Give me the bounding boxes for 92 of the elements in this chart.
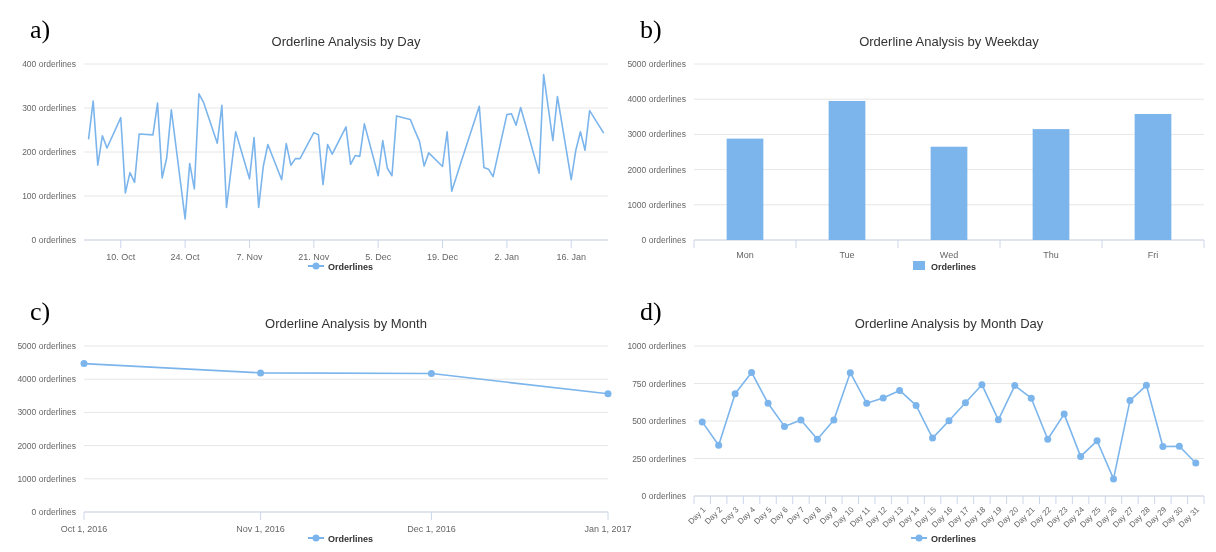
- x-tick-label: 10. Oct: [106, 252, 136, 262]
- y-tick-label: 250 orderlines: [632, 453, 686, 464]
- point: [1110, 475, 1118, 483]
- point: [929, 434, 937, 442]
- point: [912, 401, 920, 409]
- y-tick-label: 5000 orderlines: [627, 59, 686, 69]
- point: [1159, 443, 1167, 450]
- bar: [1134, 113, 1172, 240]
- text: d): [640, 297, 662, 326]
- chart-title: Orderline Analysis by Month Day: [854, 316, 1044, 331]
- point: [604, 390, 612, 398]
- text: b): [640, 15, 662, 44]
- legend-label: Orderlines: [328, 534, 374, 544]
- x-tick-label: Mon: [736, 250, 754, 260]
- point: [863, 399, 871, 407]
- point: [257, 369, 265, 377]
- point: [879, 394, 887, 402]
- point: [1093, 437, 1101, 445]
- text: c): [30, 297, 51, 326]
- point: [945, 417, 953, 425]
- point: [978, 381, 986, 389]
- point: [813, 435, 821, 443]
- chart-title: Orderline Analysis by Day: [271, 34, 421, 49]
- y-tick-label: 1000 orderlines: [627, 199, 686, 210]
- y-tick-label: 4000 orderlines: [17, 374, 76, 385]
- point: [80, 360, 88, 368]
- line-series: [87, 73, 605, 220]
- x-tick-label: 21. Nov: [298, 252, 330, 262]
- y-tick-label: 3000 orderlines: [627, 129, 686, 140]
- x-tick-label: 19. Dec: [427, 252, 459, 262]
- y-tick-label: 5000 orderlines: [17, 341, 76, 351]
- x-tick-label: 16. Jan: [556, 252, 586, 262]
- x-tick-label: Jan 1, 2017: [584, 524, 632, 534]
- point: [1192, 459, 1200, 467]
- point: [1077, 452, 1085, 460]
- x-tick-label: Dec 1, 2016: [407, 524, 456, 534]
- legend-label: Orderlines: [931, 262, 977, 272]
- point: [748, 368, 756, 376]
- chart-title: Orderline Analysis by Weekday: [859, 34, 1040, 49]
- y-tick-label: 400 orderlines: [22, 59, 76, 69]
- y-tick-label: 2000 orderlines: [627, 164, 686, 175]
- text: a): [30, 15, 51, 44]
- point: [1011, 382, 1019, 390]
- point: [1175, 442, 1183, 450]
- point: [994, 416, 1002, 424]
- point: [846, 369, 854, 377]
- y-tick-label: 2000 orderlines: [17, 440, 76, 451]
- y-tick-label: 1000 orderlines: [17, 473, 76, 484]
- point: [1126, 397, 1134, 405]
- bar: [930, 146, 968, 240]
- legend-label: Orderlines: [931, 534, 977, 544]
- legend-label: Orderlines: [328, 262, 374, 272]
- y-tick-label: 4000 orderlines: [627, 94, 686, 105]
- x-tick-label: Tue: [839, 250, 855, 260]
- point: [830, 416, 838, 424]
- y-tick-label: 500 orderlines: [632, 416, 686, 426]
- y-tick-label: 300 orderlines: [22, 103, 76, 113]
- point: [1060, 410, 1068, 418]
- point: [698, 418, 706, 426]
- y-tick-label: 0 orderlines: [31, 507, 76, 517]
- x-tick-label: 24. Oct: [170, 252, 201, 262]
- y-tick-label: 0 orderlines: [641, 235, 686, 245]
- bar: [828, 100, 866, 240]
- point: [1027, 394, 1035, 402]
- bar: [1032, 129, 1070, 240]
- y-tick-label: 750 orderlines: [632, 378, 686, 389]
- x-tick-label: 5. Dec: [365, 252, 392, 262]
- y-tick-label: 3000 orderlines: [17, 407, 76, 418]
- point: [896, 386, 904, 394]
- y-tick-label: 100 orderlines: [22, 191, 76, 201]
- point: [797, 416, 805, 424]
- y-tick-label: 0 orderlines: [641, 491, 686, 501]
- point: [1044, 435, 1052, 443]
- x-tick-label: Wed: [939, 250, 959, 260]
- chart-title: Orderline Analysis by Month: [265, 316, 427, 331]
- point: [1142, 381, 1150, 389]
- x-tick-label: Nov 1, 2016: [236, 524, 285, 534]
- y-tick-label: 1000 orderlines: [627, 341, 686, 351]
- point: [780, 422, 788, 430]
- x-tick-label: Oct 1, 2016: [60, 524, 108, 534]
- x-tick-label: 7. Nov: [236, 252, 263, 262]
- bar: [726, 138, 764, 240]
- y-tick-label: 0 orderlines: [31, 235, 76, 245]
- x-tick-label: Thu: [1043, 250, 1059, 260]
- point: [961, 399, 969, 407]
- x-tick-label: Fri: [1147, 250, 1159, 260]
- point: [427, 370, 435, 378]
- point: [764, 399, 772, 407]
- y-tick-label: 200 orderlines: [22, 147, 76, 157]
- point: [715, 441, 723, 449]
- point: [731, 390, 739, 398]
- x-tick-label: 2. Jan: [494, 252, 520, 262]
